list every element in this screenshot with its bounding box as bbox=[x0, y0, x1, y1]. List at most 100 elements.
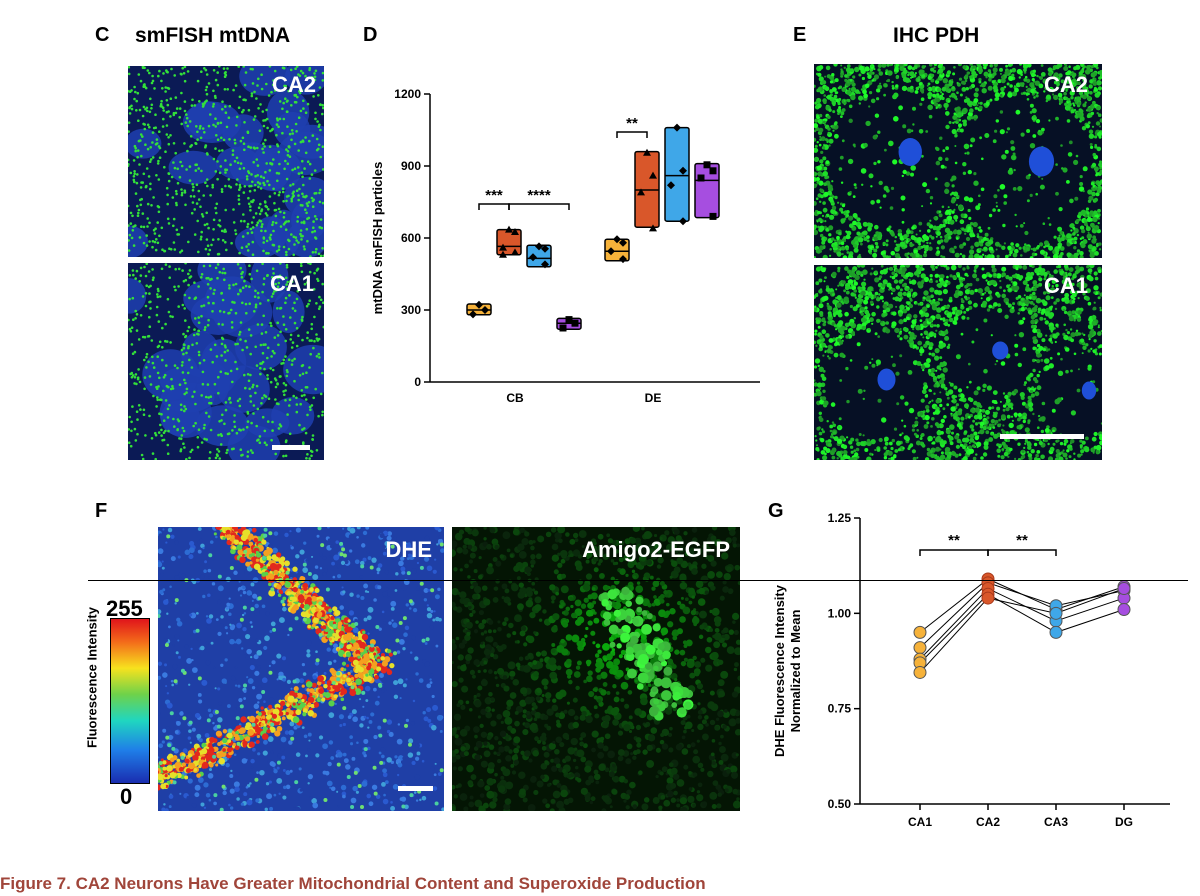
data-point bbox=[649, 224, 657, 232]
significance-bracket bbox=[478, 203, 510, 210]
significance-bracket bbox=[987, 549, 1057, 556]
significance-bracket bbox=[508, 203, 570, 210]
data-point bbox=[619, 238, 627, 247]
y-tick-label: 0 bbox=[414, 375, 421, 389]
panel-e-title: IHC PDH bbox=[893, 24, 980, 47]
data-point bbox=[505, 225, 513, 233]
horizontal-rule bbox=[88, 580, 1188, 581]
data-point bbox=[981, 591, 995, 605]
data-point bbox=[679, 166, 687, 175]
ihc-ca1-label: CA1 bbox=[1043, 273, 1088, 298]
connecting-line bbox=[919, 588, 1125, 673]
panel-c-title: smFISH mtDNA bbox=[135, 24, 291, 47]
significance-label: *** bbox=[485, 187, 503, 204]
ihc-ca1-image: CA1 bbox=[814, 265, 1102, 460]
y-tick-label: 1.00 bbox=[828, 606, 852, 620]
dhe-image: DHE bbox=[158, 527, 444, 811]
panel-c-letter: C bbox=[95, 24, 110, 46]
significance-label: **** bbox=[527, 187, 551, 204]
y-axis-label: DHE Fluorescence Intensity bbox=[772, 584, 787, 757]
egfp-background bbox=[452, 527, 740, 811]
connecting-line bbox=[919, 582, 1125, 649]
data-point bbox=[667, 181, 675, 190]
box-cb-0 bbox=[466, 300, 492, 319]
x-tick-label: CA1 bbox=[908, 815, 932, 829]
figure-caption: Figure 7. CA2 Neurons Have Greater Mitoc… bbox=[0, 874, 706, 893]
data-point bbox=[559, 324, 567, 332]
subject-line-4 bbox=[919, 588, 1125, 673]
box-cb-3 bbox=[556, 316, 582, 332]
smfish-ca1-label: CA1 bbox=[269, 271, 314, 296]
y-axis-label: mtDNA smFISH particles bbox=[370, 162, 385, 315]
data-point bbox=[673, 123, 681, 132]
panel-e-letter: E bbox=[793, 24, 807, 46]
smfish-ca2-label: CA2 bbox=[271, 72, 316, 97]
panel-g-lineplot: 0.50 0.75 1.00 1.25 DHE Fluorescence Intensi… bbox=[772, 511, 1170, 829]
smfish-ca2-image: CA2 bbox=[128, 66, 324, 257]
data-point bbox=[541, 244, 549, 253]
dhe-background bbox=[158, 527, 444, 811]
data-point bbox=[535, 242, 543, 251]
y-tick-label: 1200 bbox=[394, 87, 421, 101]
data-point bbox=[643, 148, 651, 156]
connecting-line bbox=[919, 587, 1125, 660]
dhe-label: DHE bbox=[385, 537, 432, 562]
data-point bbox=[697, 174, 705, 182]
x-tick-label: DG bbox=[1115, 815, 1133, 829]
data-point bbox=[511, 248, 519, 256]
nucleoli bbox=[877, 341, 1097, 400]
signal-dots bbox=[128, 66, 324, 257]
connecting-line bbox=[919, 593, 1125, 664]
nucleoli bbox=[898, 138, 1055, 177]
data-point bbox=[613, 235, 621, 244]
data-point bbox=[565, 316, 573, 324]
y-tick-label: 900 bbox=[401, 159, 421, 173]
data-point bbox=[1049, 625, 1063, 639]
data-point bbox=[541, 260, 549, 269]
significance-label: ** bbox=[948, 532, 960, 549]
colorbar-min: 0 bbox=[120, 784, 133, 809]
data-point bbox=[1117, 582, 1131, 596]
data-point bbox=[499, 250, 507, 258]
colorbar-max: 255 bbox=[106, 596, 143, 621]
box-cb-1 bbox=[496, 225, 522, 258]
y-tick-label: 0.75 bbox=[828, 702, 852, 716]
y-tick-label: 300 bbox=[401, 303, 421, 317]
panel-f-letter: F bbox=[95, 500, 108, 522]
subject-line-2 bbox=[919, 587, 1125, 660]
colorbar-label-wrap: Fluorescence Intensity bbox=[74, 590, 108, 780]
panel-d-letter: D bbox=[363, 24, 378, 46]
pdh-signal bbox=[814, 64, 1102, 258]
data-point bbox=[619, 255, 627, 264]
data-point bbox=[571, 319, 579, 327]
scale-bar bbox=[272, 445, 310, 450]
panel-g-letter: G bbox=[768, 500, 784, 522]
x-tick-label: DE bbox=[645, 391, 662, 405]
data-point bbox=[529, 253, 537, 262]
significance-bracket bbox=[919, 549, 989, 556]
data-point bbox=[709, 212, 717, 220]
data-point bbox=[913, 625, 927, 639]
box-body bbox=[664, 126, 690, 222]
subject-line-1 bbox=[919, 582, 1125, 649]
y-tick-label: 600 bbox=[401, 231, 421, 245]
y-tick-label: 0.50 bbox=[828, 797, 852, 811]
data-point bbox=[481, 306, 489, 314]
data-point bbox=[499, 243, 507, 251]
significance-label: ** bbox=[626, 115, 638, 132]
data-point bbox=[703, 161, 711, 169]
data-point bbox=[475, 300, 483, 309]
data-point bbox=[607, 247, 615, 256]
x-tick-label: CA3 bbox=[1044, 815, 1068, 829]
x-tick-label: CA2 bbox=[976, 815, 1000, 829]
y-tick-label: 1.25 bbox=[828, 511, 852, 525]
panel-d-boxplot: 0 300 600 900 1200 mtDNA smFISH particles CB DE… bbox=[370, 87, 760, 405]
box-de-1 bbox=[634, 148, 660, 232]
signal-dots bbox=[128, 263, 324, 460]
data-point bbox=[913, 641, 927, 655]
scattered-cells bbox=[158, 527, 444, 811]
data-point bbox=[679, 217, 687, 226]
x-tick-label: CB bbox=[506, 391, 524, 405]
ca2-cell-cluster bbox=[598, 586, 694, 721]
colorbar-label: Fluorescence Intensity bbox=[84, 607, 100, 748]
